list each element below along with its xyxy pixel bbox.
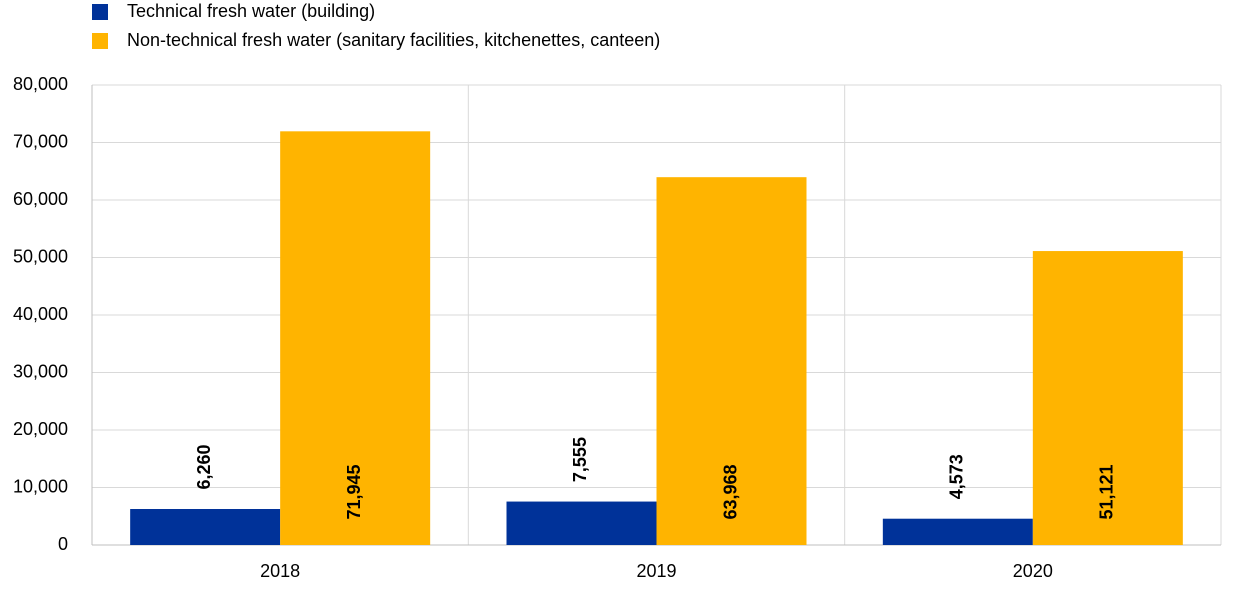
y-tick-label: 10,000	[13, 476, 68, 496]
bar	[280, 131, 431, 545]
legend-label: Non-technical fresh water (sanitary faci…	[127, 30, 660, 50]
bar	[882, 518, 1033, 545]
y-tick-label: 60,000	[13, 189, 68, 209]
y-tick-label: 50,000	[13, 246, 68, 266]
y-tick-label: 80,000	[13, 74, 68, 94]
y-tick-label: 0	[58, 534, 68, 554]
legend-swatch	[92, 4, 108, 20]
y-tick-label: 30,000	[13, 361, 68, 381]
value-label: 51,121	[1097, 464, 1117, 519]
x-tick-label: 2020	[1013, 561, 1053, 581]
value-label: 4,573	[947, 454, 967, 499]
x-tick-label: 2019	[636, 561, 676, 581]
bar	[506, 501, 657, 545]
x-tick-label: 2018	[260, 561, 300, 581]
value-label: 6,260	[194, 444, 214, 489]
legend-label: Technical fresh water (building)	[127, 1, 375, 21]
legend-swatch	[92, 33, 108, 49]
bar	[130, 509, 281, 545]
y-tick-label: 70,000	[13, 131, 68, 151]
bar	[656, 177, 807, 545]
value-label: 63,968	[720, 464, 740, 519]
bar	[1032, 251, 1183, 545]
value-label: 71,945	[344, 464, 364, 519]
y-tick-label: 40,000	[13, 304, 68, 324]
y-tick-label: 20,000	[13, 419, 68, 439]
value-label: 7,555	[570, 437, 590, 482]
